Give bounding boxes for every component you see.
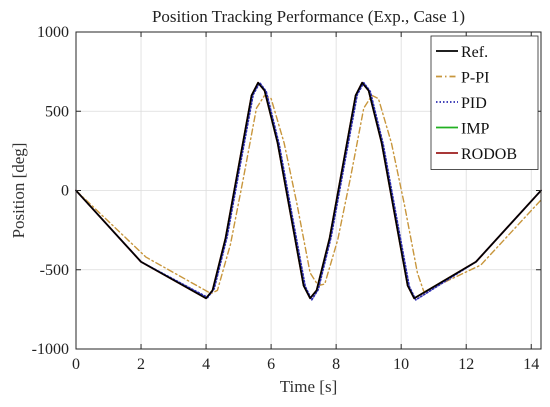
legend: Ref. P-PI PID IMP RODOB — [430, 35, 539, 170]
x-tick-label: 10 — [393, 356, 409, 373]
x-axis-label: Time [s] — [280, 377, 337, 396]
legend-label: PID — [461, 95, 487, 112]
chart-title: Position Tracking Performance (Exp., Cas… — [152, 7, 465, 26]
legend-label: P-PI — [461, 70, 489, 87]
x-tick-label: 4 — [202, 356, 210, 373]
x-tick-label: 8 — [332, 356, 340, 373]
x-tick-label: 6 — [267, 356, 275, 373]
y-tick-label: 0 — [61, 183, 69, 200]
x-tick-label: 12 — [458, 356, 474, 373]
legend-label: RODOB — [461, 146, 517, 163]
axis-ticks: 0 2 4 6 8 10 12 14 -1000 -500 0 500 1000 — [32, 24, 541, 373]
plot-series — [75, 81, 542, 301]
x-tick-label: 2 — [137, 356, 145, 373]
y-tick-label: 500 — [45, 103, 69, 120]
y-tick-label: 1000 — [37, 24, 69, 41]
legend-label: Ref. — [461, 44, 488, 61]
x-tick-label: 0 — [72, 356, 80, 373]
series-line-pid — [75, 81, 542, 301]
y-axis-label: Position [deg] — [9, 143, 28, 239]
legend-label: IMP — [461, 121, 490, 138]
series-line-ref — [75, 81, 542, 300]
x-tick-label: 14 — [523, 356, 539, 373]
y-tick-label: -1000 — [32, 341, 69, 358]
y-tick-label: -500 — [40, 262, 69, 279]
legend-box — [430, 35, 539, 170]
